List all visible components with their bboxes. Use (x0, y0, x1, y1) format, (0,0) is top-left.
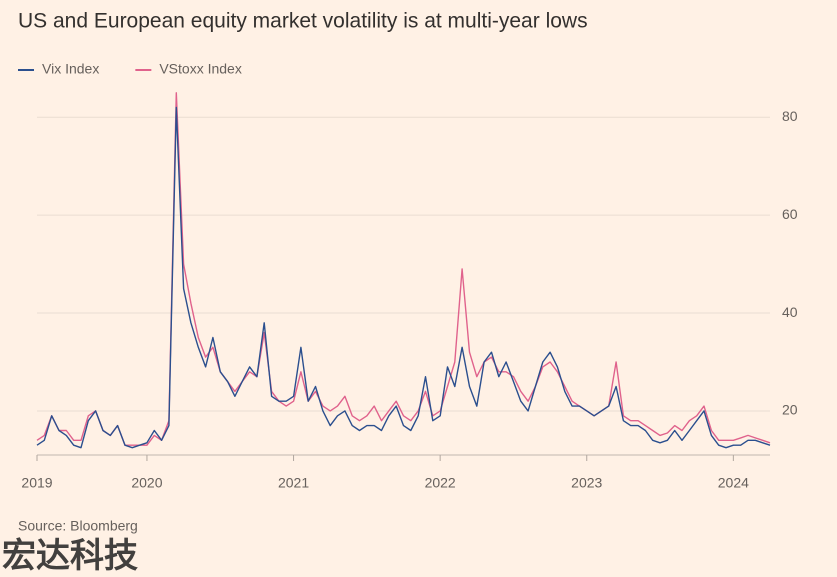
line-series (36, 106, 771, 449)
source: Source: Bloomberg (18, 518, 138, 534)
watermark: 宏达科技 (2, 536, 138, 575)
line-series (36, 92, 771, 446)
x-tick-label: 2020 (131, 475, 162, 491)
y-tick-label: 60 (782, 206, 798, 222)
x-tick-label: 2023 (571, 475, 602, 491)
x-tick-label: 2021 (278, 475, 309, 491)
x-tick-label: 2022 (425, 475, 456, 491)
y-tick-label: 80 (782, 108, 798, 124)
legend-label: VStoxx Index (159, 61, 242, 77)
y-tick-label: 20 (782, 402, 798, 418)
legend-label: Vix Index (42, 61, 99, 77)
x-tick-label: 2024 (718, 475, 749, 491)
chart-title: US and European equity market volatility… (18, 10, 588, 33)
y-tick-label: 40 (782, 304, 798, 320)
x-tick-label: 2019 (21, 475, 52, 491)
